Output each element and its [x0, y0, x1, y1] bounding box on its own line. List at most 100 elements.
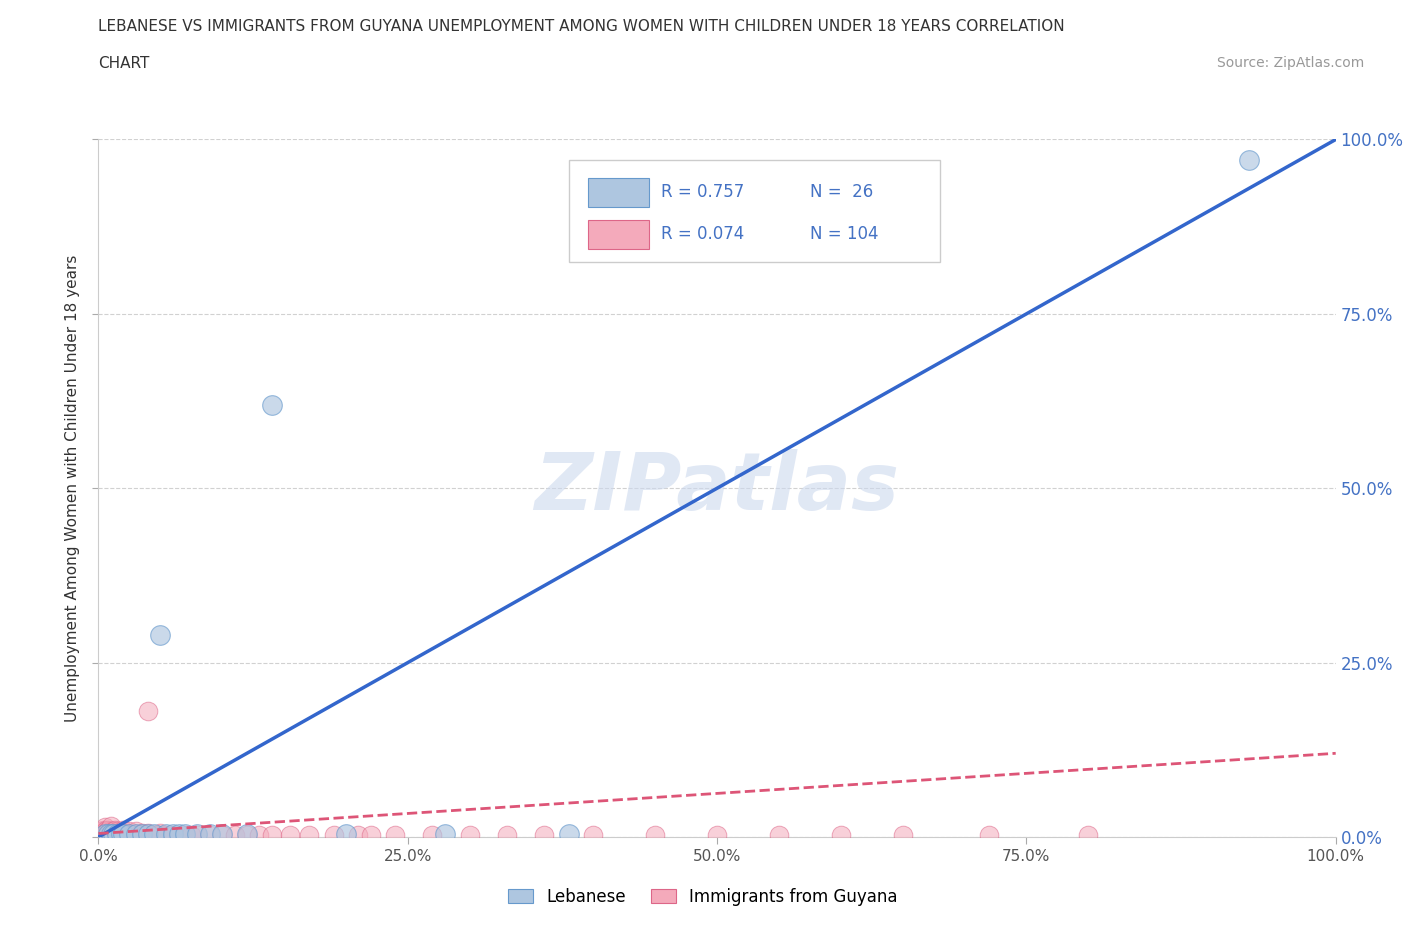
Point [96, 823, 118, 838]
Point [103, 826, 125, 841]
Point [128, 828, 150, 843]
Point [768, 828, 790, 843]
Point [118, 826, 141, 841]
Point [384, 828, 406, 843]
Point [103, 824, 125, 839]
Point [100, 826, 122, 841]
Point [141, 828, 163, 843]
Point [131, 828, 153, 843]
Point [198, 826, 221, 841]
Point [93, 826, 115, 841]
Point [105, 826, 128, 841]
Point [198, 828, 221, 843]
Point [236, 826, 259, 841]
Point [211, 828, 233, 843]
Point [114, 828, 136, 843]
Point [347, 828, 370, 843]
Point [98, 824, 121, 839]
Point [1237, 153, 1260, 168]
Point [122, 828, 145, 843]
Point [167, 826, 190, 841]
Point [149, 826, 172, 841]
FancyBboxPatch shape [588, 178, 650, 207]
Point [110, 826, 132, 841]
Point [118, 828, 141, 843]
Text: Source: ZipAtlas.com: Source: ZipAtlas.com [1216, 56, 1364, 70]
Point [100, 828, 122, 843]
FancyBboxPatch shape [588, 219, 650, 249]
Point [103, 828, 125, 843]
Point [121, 828, 143, 843]
Text: ZIPatlas: ZIPatlas [534, 449, 900, 527]
Point [110, 826, 132, 841]
Point [322, 828, 344, 843]
Point [94, 828, 117, 843]
Text: R = 0.757: R = 0.757 [661, 183, 745, 201]
Point [134, 828, 156, 843]
Point [149, 628, 172, 643]
Point [124, 826, 146, 841]
Point [97, 826, 120, 841]
Point [136, 826, 159, 841]
Point [830, 828, 852, 843]
Point [186, 828, 208, 843]
Point [112, 826, 135, 841]
Point [94, 826, 117, 841]
Point [131, 826, 153, 841]
Text: CHART: CHART [98, 56, 150, 71]
Point [224, 828, 246, 843]
Point [236, 828, 259, 843]
Point [139, 828, 162, 843]
Legend: Lebanese, Immigrants from Guyana: Lebanese, Immigrants from Guyana [502, 881, 904, 912]
Point [111, 828, 134, 843]
Point [422, 828, 444, 843]
Point [93, 828, 115, 843]
Point [112, 823, 135, 838]
Point [94, 823, 117, 838]
Point [108, 826, 131, 841]
Point [278, 828, 301, 843]
Point [112, 828, 135, 843]
Point [91, 824, 114, 839]
Point [557, 826, 579, 841]
Point [162, 826, 184, 841]
Point [105, 826, 128, 841]
Point [93, 819, 115, 834]
Text: N =  26: N = 26 [810, 183, 873, 201]
Point [124, 826, 146, 841]
Point [108, 828, 131, 843]
Point [134, 828, 156, 843]
Point [891, 828, 914, 843]
Point [298, 828, 321, 843]
Point [127, 828, 149, 843]
Point [97, 823, 120, 838]
Point [211, 826, 233, 841]
Point [335, 826, 357, 841]
Point [260, 397, 283, 412]
Point [136, 826, 159, 841]
Point [162, 828, 184, 843]
Text: LEBANESE VS IMMIGRANTS FROM GUYANA UNEMPLOYMENT AMONG WOMEN WITH CHILDREN UNDER : LEBANESE VS IMMIGRANTS FROM GUYANA UNEMP… [98, 19, 1066, 33]
Point [98, 828, 121, 843]
Point [145, 828, 167, 843]
Point [104, 828, 127, 843]
Point [103, 826, 125, 841]
Point [167, 828, 190, 843]
Point [136, 828, 159, 843]
Point [107, 826, 129, 841]
Point [96, 828, 118, 843]
Point [120, 828, 142, 843]
Point [174, 828, 197, 843]
Point [260, 828, 283, 843]
Point [131, 826, 153, 841]
Point [360, 828, 382, 843]
Point [91, 826, 114, 841]
Point [155, 826, 177, 841]
Point [97, 826, 120, 841]
Point [136, 704, 159, 719]
Point [458, 828, 481, 843]
Point [706, 828, 728, 843]
Point [582, 828, 605, 843]
Point [110, 828, 132, 843]
Point [100, 823, 122, 838]
